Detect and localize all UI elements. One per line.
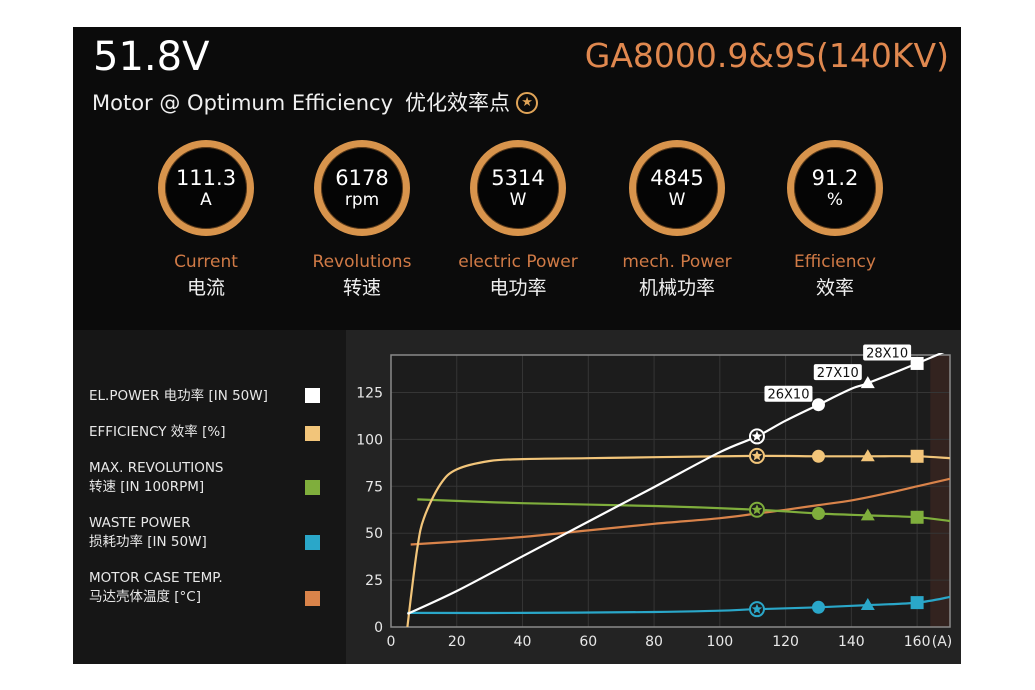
x-tick-label: 120 bbox=[772, 634, 799, 650]
prop-label: 27X10 bbox=[817, 366, 859, 381]
legend-swatch-el-power bbox=[305, 388, 320, 403]
marker-waste-power-star bbox=[751, 603, 763, 614]
gauge-electric-power: 5314 W electric Power 电功率 bbox=[448, 140, 588, 299]
legend-label-el-power: EL.POWER 电功率 [IN 50W] bbox=[89, 388, 268, 404]
marker-waste-power-triangle bbox=[860, 598, 875, 611]
gauge-efficiency: 91.2 % Efficiency 效率 bbox=[765, 140, 905, 299]
gauge-value: 6178 bbox=[335, 166, 389, 190]
x-tick-label: 160 bbox=[904, 634, 931, 650]
x-tick-label: 0 bbox=[387, 634, 396, 650]
x-tick-label: 40 bbox=[514, 634, 532, 650]
marker-waste-power-square bbox=[910, 596, 924, 610]
marker-revolutions-star bbox=[751, 504, 763, 515]
marker-el-power-triangle bbox=[860, 376, 875, 389]
marker-el-power-star bbox=[751, 430, 763, 441]
gauge-unit: W bbox=[668, 190, 686, 210]
gauge-value: 4845 bbox=[650, 166, 704, 190]
marker-efficiency-triangle bbox=[860, 449, 875, 462]
limit-band bbox=[930, 355, 950, 627]
x-unit-label: (A) bbox=[932, 634, 953, 650]
marker-efficiency-star bbox=[751, 450, 763, 461]
x-tick-label: 20 bbox=[448, 634, 466, 650]
plot-area: 0 25 50 75 100 125 0 20 40 60 80 100 120 140 160 (A) 26X… bbox=[346, 330, 961, 664]
gauge-unit: W bbox=[509, 190, 527, 210]
gauge-label-cn: 电流 bbox=[186, 277, 225, 299]
legend-swatch-revolutions bbox=[305, 480, 320, 495]
y-tick-label: 50 bbox=[365, 526, 383, 542]
summary-header: 51.8V GA8000.9&9S(140KV) Motor @ Optimum… bbox=[73, 27, 961, 330]
y-tick-label: 75 bbox=[365, 479, 383, 495]
motor-model: GA8000.9&9S(140KV) bbox=[584, 36, 949, 75]
marker-waste-power-circle bbox=[811, 600, 825, 614]
marker-revolutions-circle bbox=[811, 507, 825, 521]
prop-label: 26X10 bbox=[767, 388, 809, 403]
marker-el-power-circle bbox=[811, 398, 825, 412]
gauge-value: 111.3 bbox=[175, 166, 237, 190]
gauge-current: 111.3 A Current 电流 bbox=[136, 140, 276, 299]
chart-section: EL.POWER 电功率 [IN 50W] EFFICIENCY 效率 [%] … bbox=[73, 330, 961, 664]
gauge-value: 91.2 bbox=[811, 166, 859, 190]
series-line-waste-power bbox=[407, 595, 950, 615]
prop-label: 28X10 bbox=[866, 346, 908, 361]
legend-swatch-case-temp bbox=[305, 591, 320, 606]
gauge-revolutions: 6178 rpm Revolutions 转速 bbox=[292, 140, 432, 299]
gauge-ring: 111.3 A bbox=[158, 140, 254, 236]
series-line-efficiency bbox=[406, 454, 950, 627]
marker-revolutions-square bbox=[910, 510, 924, 524]
gauge-label-cn: 效率 bbox=[815, 277, 854, 299]
gauge-label-en: Revolutions bbox=[312, 252, 412, 272]
legend-swatch-efficiency bbox=[305, 426, 320, 441]
gauge-value: 5314 bbox=[491, 166, 545, 190]
prop-label-box bbox=[764, 385, 813, 402]
y-tick-label: 0 bbox=[374, 620, 383, 636]
x-tick-label: 140 bbox=[838, 634, 865, 650]
x-tick-label: 60 bbox=[579, 634, 597, 650]
gauge-label-en: Efficiency bbox=[794, 252, 876, 272]
gauge-ring: 5314 W bbox=[470, 140, 566, 236]
subtitle: Motor @ Optimum Efficiency 优化效率点 ★ bbox=[92, 89, 539, 117]
gauge-mech-power: 4845 W mech. Power 机械功率 bbox=[607, 140, 747, 299]
gauge-ring: 4845 W bbox=[629, 140, 725, 236]
panel: 51.8V GA8000.9&9S(140KV) Motor @ Optimum… bbox=[73, 27, 961, 664]
gauge-unit: A bbox=[200, 190, 212, 210]
voltage-title: 51.8V bbox=[93, 34, 210, 80]
legend-label-efficiency: EFFICIENCY 效率 [%] bbox=[89, 424, 226, 440]
gauge-ring: 91.2 % bbox=[787, 140, 883, 236]
line-chart: 0 25 50 75 100 125 0 20 40 60 80 100 120 140 160 (A) 26X… bbox=[356, 344, 953, 650]
marker-revolutions-triangle bbox=[860, 508, 875, 521]
x-tick-label: 100 bbox=[706, 634, 733, 650]
gauge-unit: % bbox=[826, 190, 844, 210]
star-icon: ★ bbox=[516, 92, 539, 114]
legend-label-waste-power: WASTE POWER 损耗功率 [IN 50W] bbox=[89, 515, 207, 550]
marker-el-power-square bbox=[910, 356, 924, 370]
legend: EL.POWER 电功率 [IN 50W] EFFICIENCY 效率 [%] … bbox=[73, 330, 346, 664]
plot-background bbox=[391, 355, 950, 627]
marker-efficiency-square bbox=[910, 449, 924, 463]
subtitle-en: Motor @ Optimum Efficiency bbox=[92, 91, 394, 115]
gauge-label-en: electric Power bbox=[458, 252, 578, 272]
y-tick-label: 25 bbox=[365, 573, 383, 589]
legend-label-case-temp: MOTOR CASE TEMP. 马达壳体温度 [°C] bbox=[89, 570, 223, 605]
y-tick-label: 125 bbox=[356, 386, 383, 402]
y-tick-label: 100 bbox=[356, 432, 383, 448]
gauge-label-en: Current bbox=[174, 252, 238, 272]
gauge-label-cn: 转速 bbox=[342, 277, 381, 299]
legend-swatch-waste-power bbox=[305, 535, 320, 550]
x-tick-label: 80 bbox=[645, 634, 663, 650]
prop-label-box bbox=[813, 364, 862, 381]
gauge-label-cn: 电功率 bbox=[489, 277, 547, 299]
legend-label-revolutions: MAX. REVOLUTIONS 转速 [IN 100RPM] bbox=[89, 460, 224, 495]
plot-frame bbox=[390, 354, 951, 628]
gauge-unit: rpm bbox=[344, 190, 380, 210]
gauge-ring: 6178 rpm bbox=[314, 140, 410, 236]
gauge-label-en: mech. Power bbox=[622, 252, 732, 272]
prop-label-box bbox=[863, 344, 912, 361]
marker-efficiency-circle bbox=[811, 449, 825, 463]
gauge-label-cn: 机械功率 bbox=[638, 277, 715, 299]
subtitle-cn: 优化效率点 bbox=[405, 91, 511, 115]
